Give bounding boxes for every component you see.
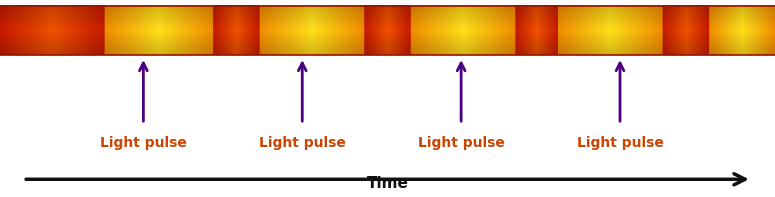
Text: Light pulse: Light pulse <box>418 136 505 150</box>
Text: Time: Time <box>367 176 408 191</box>
Text: Light pulse: Light pulse <box>100 136 187 150</box>
Text: Light pulse: Light pulse <box>577 136 663 150</box>
Text: Light pulse: Light pulse <box>259 136 346 150</box>
